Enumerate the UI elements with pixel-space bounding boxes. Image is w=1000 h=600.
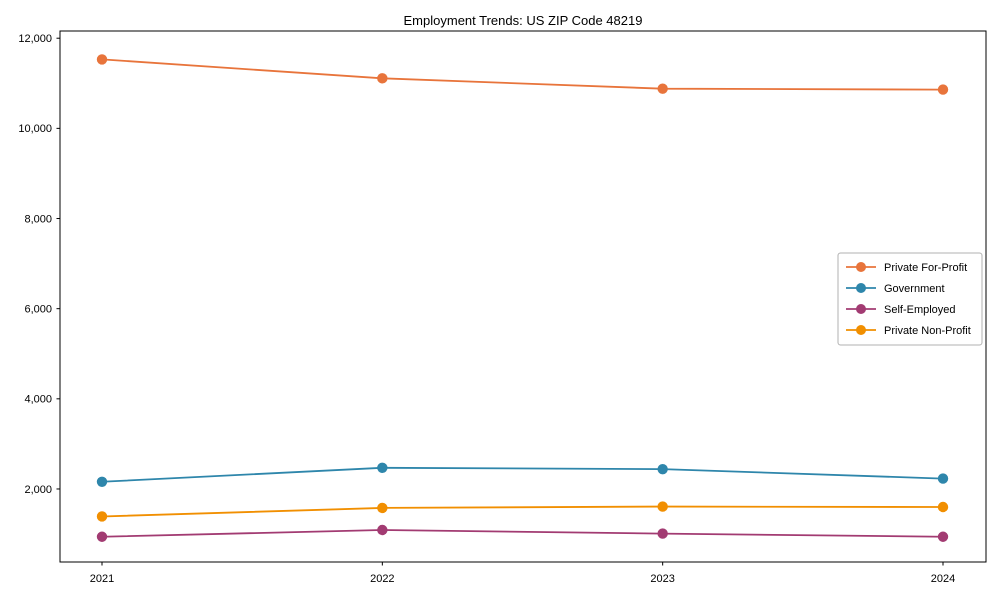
data-point-private-non-profit-2024: [937, 501, 949, 513]
data-point-government-2022: [377, 462, 388, 473]
series-line-government: [101, 466, 944, 483]
data-point-self-employed-2024: [937, 531, 949, 542]
legend-marker-private-non-profit: [856, 325, 866, 335]
legend-entry-private-non-profit: Private Non-Profit: [846, 325, 971, 337]
x-tick-label: 2024: [931, 573, 955, 585]
legend-marker-self-employed: [856, 304, 866, 314]
data-point-government-2023: [657, 463, 668, 475]
series-line-private-non-profit: [101, 505, 944, 518]
legend-marker-government: [856, 283, 866, 293]
x-tick-label: 2022: [370, 573, 394, 585]
data-point-government-2024: [937, 473, 949, 484]
x-tick-label: 2023: [650, 573, 674, 585]
data-point-private-non-profit-2021: [96, 511, 108, 522]
data-point-private-for-profit-2021: [96, 54, 108, 65]
data-point-self-employed-2022: [377, 524, 388, 536]
legend-label-private-for-profit: Private For-Profit: [884, 262, 967, 274]
legend-label-government: Government: [884, 283, 945, 295]
legend-entry-self-employed: Self-Employed: [846, 304, 956, 316]
x-tick-label: 2021: [90, 573, 114, 585]
data-point-self-employed-2023: [657, 528, 668, 539]
data-point-private-for-profit-2023: [657, 83, 668, 94]
series-line-private-for-profit: [101, 58, 944, 91]
series-line-self-employed: [101, 529, 944, 538]
y-tick-label: 2,000: [24, 484, 52, 496]
plot-border: [59, 30, 987, 563]
y-tick-label: 4,000: [24, 394, 52, 406]
chart-title: Employment Trends: US ZIP Code 48219: [403, 13, 643, 28]
legend-entry-government: Government: [846, 283, 945, 295]
y-tick-label: 6,000: [24, 303, 52, 315]
y-tick-label: 8,000: [24, 213, 52, 225]
data-point-self-employed-2021: [96, 531, 108, 542]
data-point-private-for-profit-2022: [377, 73, 388, 84]
legend-marker-private-for-profit: [856, 262, 866, 272]
legend-entry-private-for-profit: Private For-Profit: [846, 262, 967, 274]
legend-label-private-non-profit: Private Non-Profit: [884, 325, 971, 337]
data-point-government-2021: [96, 476, 108, 487]
legend-label-self-employed: Self-Employed: [884, 304, 956, 316]
data-point-private-for-profit-2024: [937, 84, 949, 95]
data-point-private-non-profit-2022: [377, 502, 388, 514]
legend-box: [837, 252, 983, 346]
legend: Private For-Profit Government Self-Employe…: [837, 252, 983, 346]
y-tick-label: 10,000: [18, 123, 52, 135]
y-tick-label: 12,000: [18, 33, 52, 45]
data-point-private-non-profit-2023: [657, 501, 668, 512]
